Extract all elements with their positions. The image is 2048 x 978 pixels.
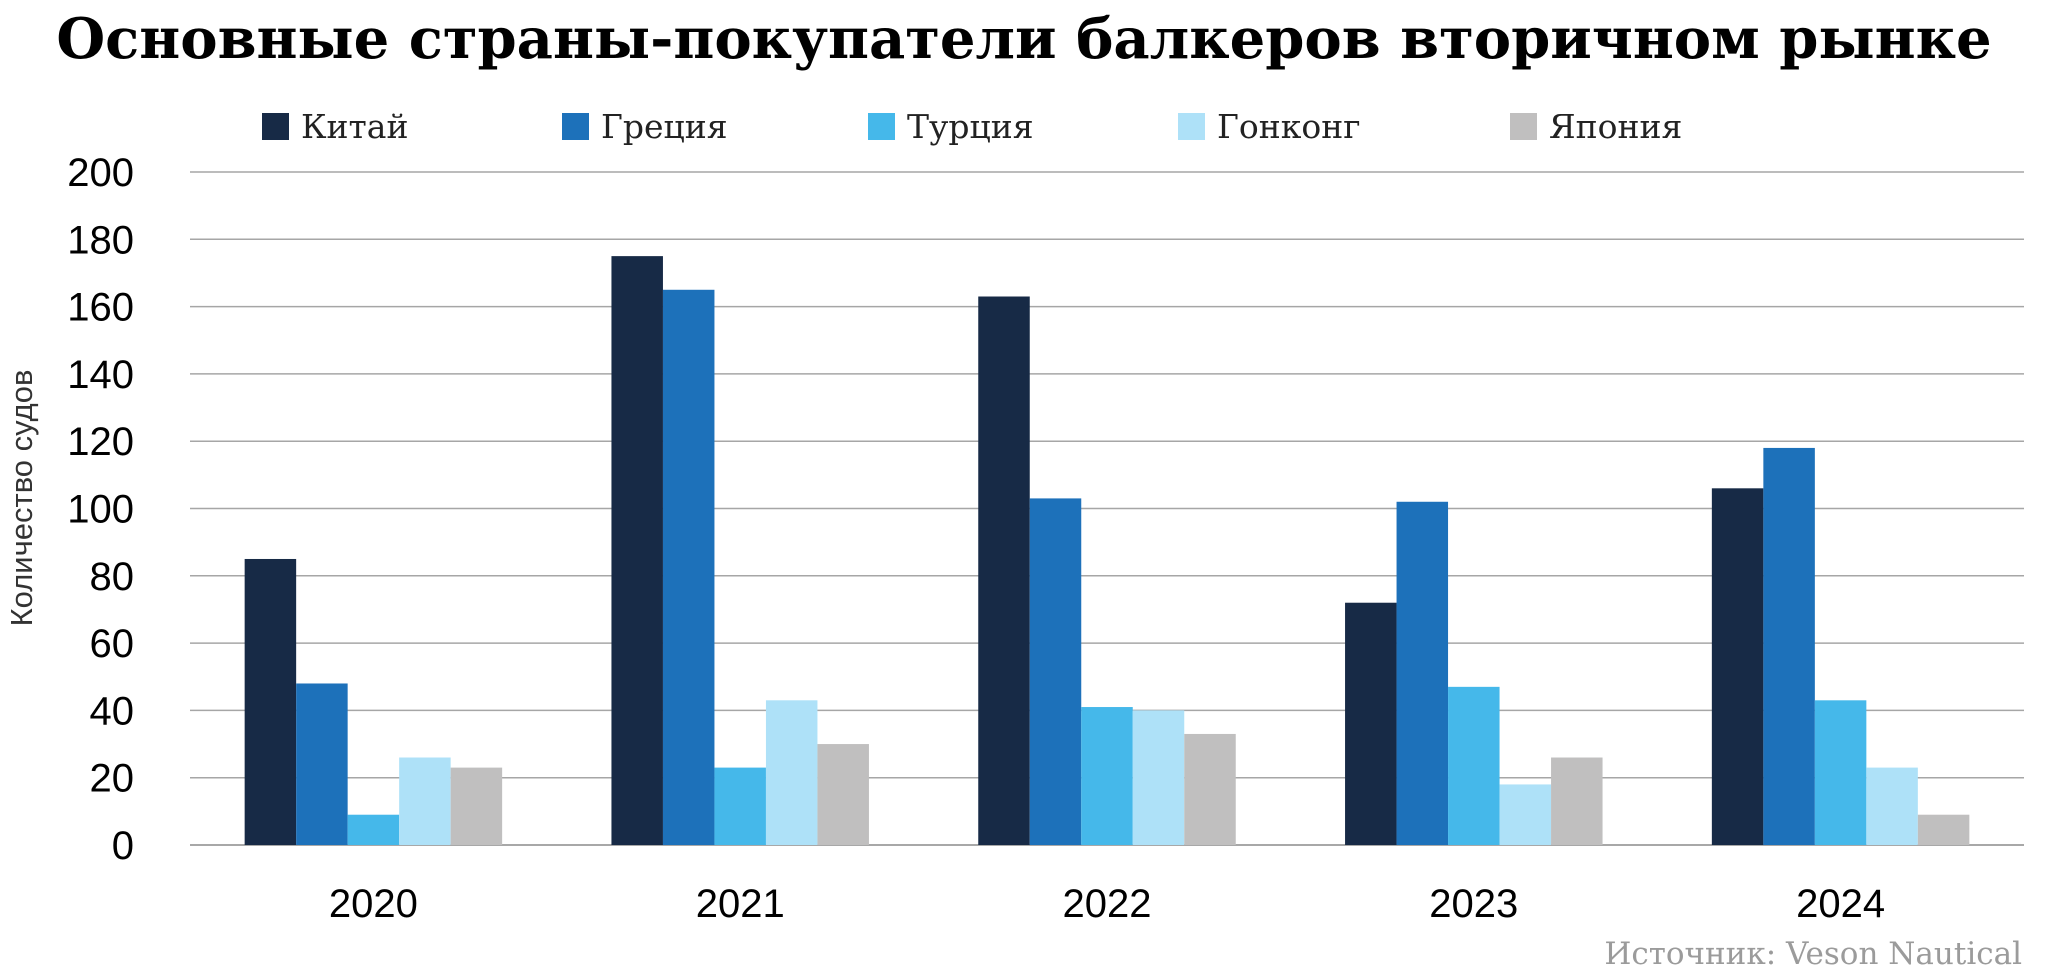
y-tick-label: 20 xyxy=(90,757,135,801)
x-tick-label: 2022 xyxy=(1063,882,1152,926)
legend-swatch xyxy=(262,112,289,140)
source-note: Источник: Veson Nautical xyxy=(1604,936,2022,972)
bar-2024-1 xyxy=(1711,488,1764,845)
bar-2023-2 xyxy=(1396,501,1449,845)
chart-title: Основные страны-покупатели балкеров втор… xyxy=(56,6,1992,72)
x-tick-label: 2024 xyxy=(1796,882,1885,926)
y-tick-label: 180 xyxy=(67,218,134,262)
legend-swatch xyxy=(1510,112,1537,140)
bar-2020-2 xyxy=(296,683,348,845)
bar-2023-3 xyxy=(1448,686,1500,845)
bar-2021-1 xyxy=(611,256,663,845)
y-tick-label: 200 xyxy=(67,151,134,195)
x-axis-ticks: 2020 2021 2022 2023 2024 xyxy=(329,882,1885,926)
y-axis-ticks: 0 20 40 60 80 100 120 140 160 180 200 xyxy=(67,151,134,868)
y-tick-label: 140 xyxy=(67,353,134,397)
legend-swatch xyxy=(1178,112,1205,140)
legend-label: Гонконг xyxy=(1217,106,1361,146)
bar-2020-4 xyxy=(399,757,451,845)
y-tick-label: 120 xyxy=(67,420,134,464)
bar-2022-1 xyxy=(978,296,1030,845)
legend-item: Китай xyxy=(262,104,408,148)
bar-2020-5 xyxy=(450,767,503,845)
bar-2021-5 xyxy=(817,744,869,845)
bar-2021-3 xyxy=(714,767,766,845)
bar-2023-1 xyxy=(1345,602,1397,845)
legend-item: Турция xyxy=(868,104,1034,148)
bar-2024-4 xyxy=(1866,767,1918,845)
x-tick-label: 2021 xyxy=(696,882,785,926)
bar-2023-5 xyxy=(1551,757,1603,845)
bar-2023-4 xyxy=(1499,784,1552,845)
bar-2022-4 xyxy=(1132,710,1185,845)
bar-2021-4 xyxy=(765,700,818,845)
y-tick-label: 160 xyxy=(67,286,134,330)
legend-swatch xyxy=(868,112,895,140)
legend-item: Япония xyxy=(1510,104,1682,148)
y-tick-label: 60 xyxy=(90,622,135,666)
legend: Китай Греция Турция Гонконг Япония xyxy=(0,104,2048,148)
x-tick-label: 2020 xyxy=(329,882,418,926)
legend-item: Греция xyxy=(562,104,728,148)
bar-2020-3 xyxy=(347,814,400,845)
bar-2020-1 xyxy=(244,558,297,845)
x-tick-label: 2023 xyxy=(1429,882,1518,926)
bar-2024-2 xyxy=(1763,447,1815,845)
bars xyxy=(244,256,1970,845)
legend-label: Греция xyxy=(601,106,728,146)
y-tick-label: 100 xyxy=(67,488,134,532)
y-tick-label: 80 xyxy=(90,555,135,599)
bar-2024-3 xyxy=(1814,700,1867,845)
legend-label: Япония xyxy=(1549,106,1683,146)
y-tick-label: 0 xyxy=(112,824,134,868)
bar-2022-2 xyxy=(1029,498,1082,845)
bar-2022-3 xyxy=(1081,707,1133,845)
bar-2022-5 xyxy=(1184,733,1236,845)
bar-2021-2 xyxy=(662,289,715,845)
legend-item: Гонконг xyxy=(1178,104,1361,148)
legend-label: Турция xyxy=(907,106,1034,146)
bar-2024-5 xyxy=(1917,814,1970,845)
legend-label: Китай xyxy=(301,106,409,146)
y-axis-title: Количество судов xyxy=(4,370,39,627)
y-tick-label: 40 xyxy=(90,689,135,733)
legend-swatch xyxy=(562,112,589,140)
